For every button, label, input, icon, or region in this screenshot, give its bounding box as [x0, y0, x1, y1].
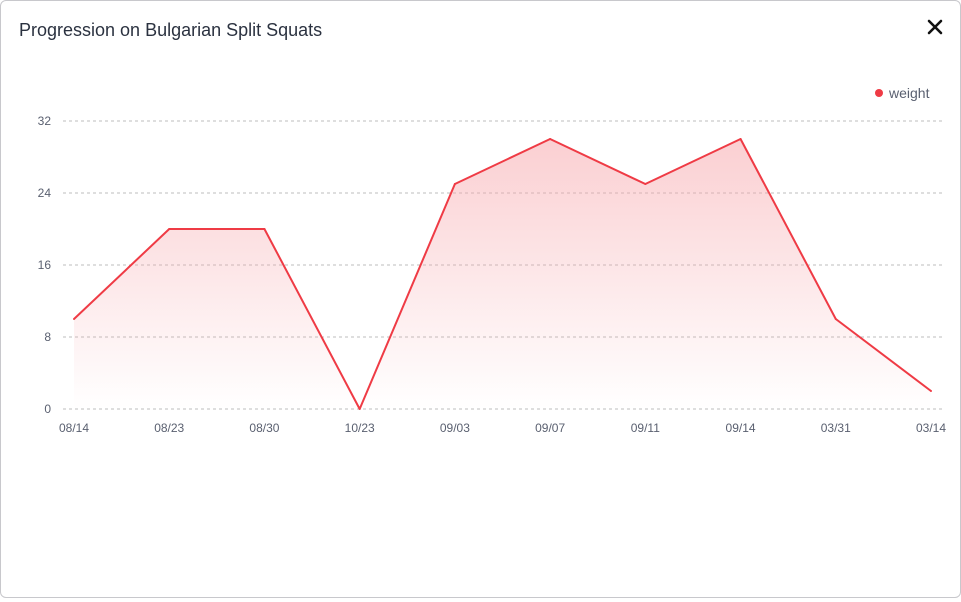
data-point[interactable] [73, 318, 75, 320]
x-tick-label: 08/30 [249, 421, 279, 435]
y-tick-label: 24 [38, 186, 52, 200]
data-point[interactable] [930, 390, 932, 392]
data-point[interactable] [549, 138, 552, 140]
series-line [73, 138, 932, 410]
data-point[interactable] [739, 138, 742, 140]
data-point[interactable] [358, 408, 361, 410]
close-icon[interactable] [923, 15, 947, 39]
x-tick-label: 03/14 [916, 421, 946, 435]
data-point[interactable] [834, 318, 837, 320]
data-point[interactable] [168, 228, 171, 230]
x-tick-label: 08/14 [59, 421, 89, 435]
data-point[interactable] [453, 183, 456, 185]
legend-marker [875, 89, 883, 97]
series-area [74, 139, 931, 409]
modal-title: Progression on Bulgarian Split Squats [19, 20, 323, 40]
x-tick-label: 03/31 [821, 421, 851, 435]
y-axis-ticks: 0 8 16 24 32 [38, 114, 52, 416]
area-fill [74, 139, 931, 409]
x-axis-ticks: 08/14 08/23 08/30 10/23 09/03 09/07 09/11 09/14… [59, 421, 946, 435]
x-tick-label: 09/07 [535, 421, 565, 435]
data-point[interactable] [644, 183, 647, 185]
y-tick-label: 16 [38, 258, 52, 272]
x-tick-label: 09/14 [726, 421, 756, 435]
x-tick-label: 10/23 [345, 421, 375, 435]
y-tick-label: 0 [44, 402, 51, 416]
y-tick-label: 32 [38, 114, 52, 128]
y-tick-label: 8 [44, 330, 51, 344]
x-tick-label: 08/23 [154, 421, 184, 435]
x-tick-label: 09/03 [440, 421, 470, 435]
series-line-weight [73, 138, 932, 410]
x-tick-label: 09/11 [631, 421, 660, 435]
data-point[interactable] [263, 228, 266, 230]
legend: weight [875, 85, 930, 101]
legend-label: weight [888, 85, 930, 101]
